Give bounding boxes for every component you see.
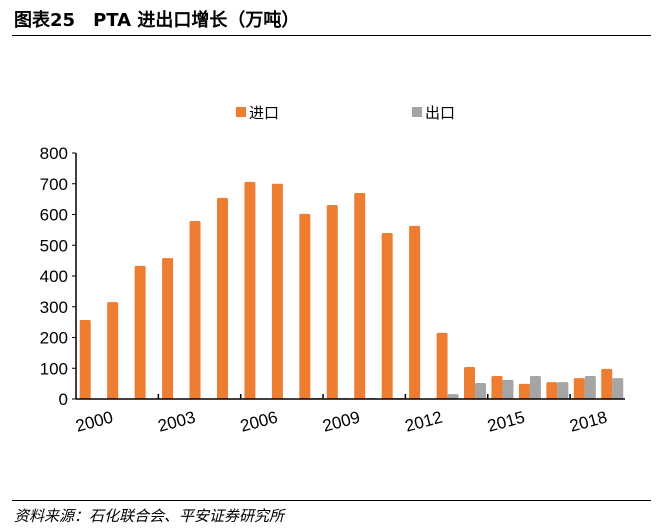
x-tick-label: 2006 <box>238 408 279 436</box>
bar-import-2019 <box>601 368 613 399</box>
y-tick-label: 600 <box>40 206 68 225</box>
bar-import-2009 <box>326 204 338 399</box>
figure-number: 图表25 <box>14 10 76 31</box>
figure-title-text: PTA 进出口增长（万吨） <box>93 10 300 31</box>
bar-import-2013 <box>436 332 448 399</box>
legend-swatch-export <box>412 107 422 117</box>
bar-import-2008 <box>299 213 311 399</box>
bar-export-2013 <box>447 394 459 399</box>
y-tick-label: 400 <box>40 267 68 286</box>
y-tick-label: 100 <box>40 359 68 378</box>
legend-label-import: 进口 <box>249 105 279 122</box>
bar-import-2006 <box>244 181 256 399</box>
source-note: 资料来源：石化联合会、平安证券研究所 <box>14 507 285 525</box>
y-tick-label: 0 <box>59 390 68 409</box>
bar-import-2001 <box>107 302 119 399</box>
x-tick-label: 2015 <box>485 408 526 436</box>
bar-export-2014 <box>475 383 487 399</box>
bar-chart: 0 100 200 300 400 500 600 700 800 2000 2003 2006 200… <box>40 105 625 436</box>
x-tick-label: 2003 <box>156 408 197 436</box>
bar-import-2018 <box>573 378 585 399</box>
bar-import-2015 <box>491 375 503 399</box>
legend-swatch-import <box>236 107 246 117</box>
y-tick-label: 700 <box>40 175 68 194</box>
top-rule <box>12 35 651 36</box>
bar-export-2019 <box>612 378 624 399</box>
bar-import-2010 <box>354 192 366 399</box>
bar-export-2016 <box>529 375 541 399</box>
bar-import-2014 <box>464 367 476 399</box>
bar-import-2002 <box>134 265 146 399</box>
bar-export-2017 <box>557 382 569 399</box>
bar-import-2007 <box>271 183 283 399</box>
bar-export-2018 <box>584 375 596 399</box>
bottom-rule <box>12 500 651 501</box>
x-tick-label: 2000 <box>74 408 115 436</box>
y-tick-label: 800 <box>40 144 68 163</box>
x-tick-label: 2009 <box>321 408 362 436</box>
bar-import-2004 <box>189 220 201 399</box>
figure-title: 图表25 PTA 进出口增长（万吨） <box>14 6 299 32</box>
bar-import-2005 <box>216 197 228 399</box>
x-tick-label: 2012 <box>403 408 444 436</box>
legend-label-export: 出口 <box>425 105 455 122</box>
bar-import-2000 <box>79 319 91 399</box>
y-tick-label: 300 <box>40 298 68 317</box>
x-tick-label: 2018 <box>568 408 609 436</box>
bar-export-2015 <box>502 379 514 399</box>
bar-import-2017 <box>546 382 558 399</box>
y-tick-label: 200 <box>40 329 68 348</box>
bar-import-2003 <box>162 258 174 399</box>
y-tick-label: 500 <box>40 236 68 255</box>
bar-import-2012 <box>409 225 421 399</box>
bar-import-2011 <box>381 232 393 399</box>
bar-import-2016 <box>518 383 530 399</box>
